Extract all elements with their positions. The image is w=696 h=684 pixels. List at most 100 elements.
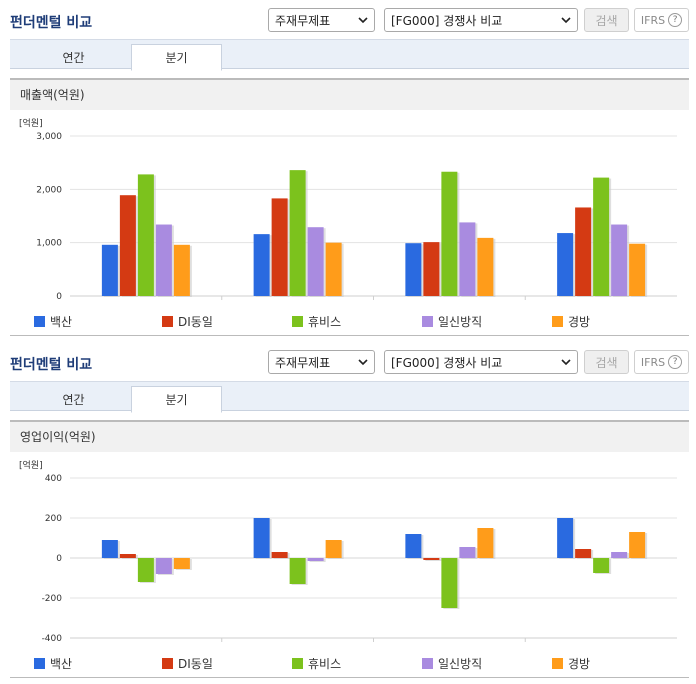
y-tick-label: 1,000: [36, 239, 62, 249]
legend-item[interactable]: 경방: [552, 655, 590, 671]
comparison-group-select[interactable]: [FG000] 경쟁사 비교: [384, 8, 578, 32]
legend-label: 경방: [568, 656, 591, 671]
bar-일신방직: [611, 224, 628, 296]
ifrs-label: IFRS: [640, 13, 666, 27]
y-tick-label: 0: [56, 554, 62, 564]
legend-item[interactable]: 휴비스: [292, 655, 341, 671]
bar-휴비스: [593, 177, 610, 296]
legend-swatch: [162, 657, 173, 669]
legend-swatch: [422, 657, 433, 669]
bar-일신방직: [155, 224, 172, 296]
fundamental-panel-operating-profit: 펀더멘털 비교 주재무제표 [FG000] 경쟁사 비교 검색 IFRS ? 연…: [0, 342, 696, 684]
bar-백산: [405, 534, 422, 558]
ifrs-help-button[interactable]: IFRS ?: [634, 8, 689, 32]
legend-label: 휴비스: [308, 314, 342, 329]
bar-백산: [405, 243, 422, 296]
bar-휴비스: [441, 171, 458, 296]
search-button[interactable]: 검색: [584, 8, 629, 32]
ifrs-label: IFRS: [640, 355, 666, 369]
bar-휴비스: [441, 558, 458, 608]
bar-백산: [253, 234, 270, 296]
bar-DI동일: [423, 242, 440, 296]
y-tick-label: 0: [56, 292, 62, 302]
legend-label: 일신방직: [438, 656, 483, 671]
chevron-down-icon: [561, 359, 571, 366]
legend-item[interactable]: 휴비스: [292, 313, 341, 329]
tab-quarterly[interactable]: 분기: [131, 44, 222, 71]
bar-일신방직: [155, 558, 172, 574]
bar-휴비스: [593, 558, 610, 573]
bar-백산: [101, 540, 118, 558]
bar-경방: [325, 540, 342, 558]
section-title: 매출액(억원): [10, 78, 689, 110]
bar-DI동일: [271, 198, 288, 296]
bar-경방: [325, 242, 342, 296]
y-tick-label: 200: [45, 514, 62, 524]
divider: [10, 335, 689, 336]
bar-경방: [477, 237, 494, 296]
period-tabs: 연간 분기: [10, 381, 689, 413]
statement-type-select[interactable]: 주재무제표: [268, 8, 375, 32]
legend-item[interactable]: 경방: [552, 313, 590, 329]
ifrs-help-button[interactable]: IFRS ?: [634, 350, 689, 374]
legend-label: 경방: [568, 314, 591, 329]
legend-swatch: [292, 315, 303, 327]
legend-label: 백산: [50, 656, 73, 671]
tab-annual[interactable]: 연간: [62, 50, 85, 65]
chevron-down-icon: [358, 17, 368, 24]
bar-휴비스: [137, 558, 154, 582]
legend-swatch: [34, 315, 45, 327]
y-tick-label: 3,000: [36, 132, 62, 142]
period-tabs: 연간 분기: [10, 39, 689, 71]
operating-profit-chart: [억원]-400-20002004002023/062023/092023/12…: [10, 454, 689, 644]
chart-legend: 백산 DI동일 휴비스 일신방직 경방: [34, 655, 654, 671]
statement-type-select[interactable]: 주재무제표: [268, 350, 375, 374]
legend-item[interactable]: 일신방직: [422, 313, 482, 329]
comparison-group-value: [FG000] 경쟁사 비교: [391, 13, 503, 28]
legend-swatch: [34, 657, 45, 669]
bar-DI동일: [575, 549, 592, 558]
legend-label: 백산: [50, 314, 73, 329]
legend-item[interactable]: 백산: [34, 313, 72, 329]
bar-백산: [253, 518, 270, 558]
bar-DI동일: [119, 195, 136, 296]
legend-item[interactable]: 백산: [34, 655, 72, 671]
statement-type-value: 주재무제표: [275, 13, 331, 28]
legend-swatch: [552, 315, 563, 327]
operating-profit-chart-svg: [억원]-400-20002004002023/062023/092023/12…: [19, 459, 677, 644]
legend-swatch: [162, 315, 173, 327]
bar-경방: [629, 243, 646, 296]
bar-일신방직: [611, 552, 628, 558]
bar-DI동일: [119, 554, 136, 558]
legend-item[interactable]: DI동일: [162, 313, 213, 329]
search-button[interactable]: 검색: [584, 350, 629, 374]
help-icon: ?: [668, 13, 683, 27]
tab-annual[interactable]: 연간: [62, 392, 85, 407]
bar-일신방직: [459, 222, 476, 296]
chart-legend: 백산 DI동일 휴비스 일신방직 경방: [34, 313, 654, 329]
y-tick-label: 2,000: [36, 185, 62, 195]
legend-swatch: [552, 657, 563, 669]
legend-swatch: [422, 315, 433, 327]
chevron-down-icon: [358, 359, 368, 366]
legend-swatch: [292, 657, 303, 669]
legend-item[interactable]: 일신방직: [422, 655, 482, 671]
bar-백산: [557, 233, 574, 296]
bar-경방: [629, 532, 646, 558]
bar-일신방직: [459, 547, 476, 558]
bar-DI동일: [423, 558, 440, 560]
bar-휴비스: [289, 558, 306, 584]
bar-휴비스: [289, 170, 306, 296]
comparison-group-value: [FG000] 경쟁사 비교: [391, 355, 503, 370]
bar-백산: [557, 518, 574, 558]
panel-title: 펀더멘털 비교: [10, 357, 93, 373]
tab-quarterly[interactable]: 분기: [131, 386, 222, 413]
bar-경방: [477, 528, 494, 558]
legend-label: DI동일: [178, 314, 213, 329]
comparison-group-select[interactable]: [FG000] 경쟁사 비교: [384, 350, 578, 374]
bar-일신방직: [307, 227, 324, 296]
help-icon: ?: [668, 355, 683, 369]
legend-item[interactable]: DI동일: [162, 655, 213, 671]
bar-DI동일: [271, 552, 288, 558]
statement-type-value: 주재무제표: [275, 355, 331, 370]
